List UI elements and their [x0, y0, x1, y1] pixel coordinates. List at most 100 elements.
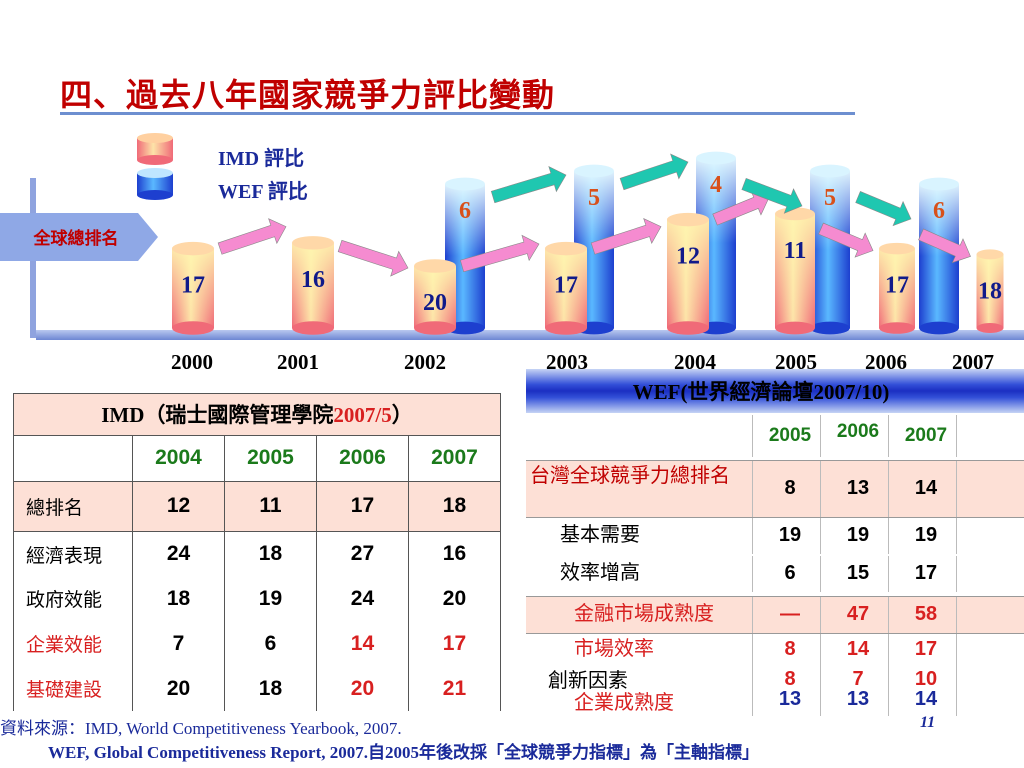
imd-row: 基礎建設 20 18 20 21 [13, 666, 502, 711]
wef-trend-arrow [619, 153, 689, 191]
imd-row-label: 基礎建設 [13, 666, 133, 711]
wef-finance-row-value: — [780, 603, 800, 625]
wef-market-row-label: 市場效率 [574, 638, 654, 660]
wef-business-row-label: 企業成熟度 [574, 692, 674, 714]
source-line-1: 資料來源：IMD, World Competitiveness Yearbook… [0, 719, 402, 738]
imd-title-end: ） [391, 403, 413, 428]
imd-row-value: 7 [132, 621, 225, 667]
imd-row-value: 21 [407, 666, 502, 711]
wef-basic-row-label: 基本需要 [560, 524, 640, 546]
wef-bar-label: 4 [710, 172, 722, 198]
year-label: 2000 [171, 350, 213, 374]
legend [137, 133, 173, 200]
wef-grid-line [820, 690, 821, 716]
chart-floor [36, 330, 1024, 340]
wef-header-row: 2005 2006 2007 [526, 415, 1024, 457]
imd-row-value: 20 [132, 666, 225, 711]
wef-grid-line [820, 415, 821, 457]
wef-year-header: 2005 [768, 425, 812, 446]
category-label: 全球總排名 [33, 228, 119, 249]
imd-row-label: 政府效能 [13, 576, 133, 622]
imd-title-year: 2007/5 [333, 403, 392, 428]
wef-grid-line [888, 415, 889, 457]
wef-finance-row-label: 金融市場成熟度 [574, 603, 714, 625]
imd-row-value: 18 [223, 531, 317, 577]
wef-trend-arrow [490, 166, 567, 204]
imd-year-header: 2007 [407, 434, 502, 482]
wef-bar [445, 177, 485, 335]
imd-bar-label: 18 [978, 278, 1002, 304]
imd-bar [976, 249, 1004, 333]
wef-market-row-value: 17 [914, 638, 938, 660]
imd-row-value: 20 [315, 666, 409, 711]
wef-grid-line [820, 518, 821, 554]
imd-trend-arrow [459, 234, 540, 273]
imd-year-header: 2005 [223, 434, 317, 482]
imd-bar [775, 207, 815, 335]
wef-grid-line [752, 690, 753, 716]
page-number: 11 [920, 714, 936, 731]
wef-grid-line [956, 634, 957, 668]
wef-business-row-value: 14 [914, 688, 938, 710]
wef-efficiency-row-value: 6 [784, 562, 796, 584]
wef-grid-line [956, 690, 957, 716]
imd-trend-arrow [217, 218, 287, 255]
imd-trend-arrow [337, 239, 409, 277]
imd-row-value: 18 [132, 576, 225, 622]
imd-header-blank [13, 434, 133, 482]
legend-wef-label: WEF 評比 [218, 181, 308, 203]
wef-business-row-value: 13 [778, 688, 802, 710]
imd-bar [292, 236, 334, 335]
bars-group: 6 5 4 5 6 17 16 20 17 12 11 17 18 [172, 151, 1004, 335]
imd-bar-label: 17 [885, 273, 909, 299]
imd-bar-label: 20 [423, 290, 447, 316]
wef-innovation-row-value: 8 [784, 668, 796, 690]
wef-efficiency-row: 效率增高 6 15 17 [526, 556, 1024, 592]
wef-market-row: 市場效率 8 14 17 [526, 634, 1024, 668]
wef-grid-line [752, 668, 753, 692]
imd-header-row: 2004 2005 2006 2007 [13, 434, 502, 482]
imd-bar [667, 212, 709, 335]
wef-innovation-row-value: 10 [914, 668, 938, 690]
imd-row: 經濟表現 24 18 27 16 [13, 531, 502, 577]
imd-row-value: 6 [223, 621, 317, 667]
imd-bar-label: 16 [301, 267, 325, 293]
wef-grid-line [820, 461, 821, 517]
wef-innovation-row-label: 創新因素 [548, 670, 628, 692]
category-flag: 全球總排名 [0, 213, 158, 261]
imd-row-value: 18 [223, 666, 317, 711]
wef-market-row-value: 8 [784, 638, 796, 660]
imd-bar [172, 241, 214, 335]
wef-grid-line [888, 634, 889, 668]
imd-total-value: 12 [132, 480, 225, 532]
imd-row-value: 27 [315, 531, 409, 577]
imd-trend-arrow [590, 217, 662, 255]
year-label: 2001 [277, 350, 319, 374]
imd-total-label: 總排名 [13, 480, 133, 532]
imd-title-text: IMD（瑞士國際管理學院 [101, 403, 334, 428]
wef-grid-line [888, 518, 889, 554]
imd-table: IMD（瑞士國際管理學院2007/5） 2004 2005 2006 2007 … [13, 393, 502, 711]
imd-row-value: 24 [315, 576, 409, 622]
imd-row-value: 14 [315, 621, 409, 667]
wef-grid-line [888, 597, 889, 633]
imd-trend-arrow [918, 228, 971, 264]
wef-bar-label: 5 [588, 185, 600, 211]
imd-bar [414, 259, 456, 335]
wef-total-row-value: 14 [914, 477, 938, 499]
wef-trend-arrow [855, 191, 912, 227]
imd-trend-arrow [712, 190, 770, 226]
wef-total-row: 台灣全球競爭力總排名 8 13 14 [526, 460, 1024, 518]
wef-innovation-row: 創新因素 8 7 10 [526, 668, 1024, 692]
title-underline [60, 112, 855, 115]
wef-grid-line [820, 668, 821, 692]
imd-row-value: 20 [407, 576, 502, 622]
imd-bar-label: 17 [181, 273, 205, 299]
imd-bar-label: 17 [554, 273, 578, 299]
wef-grid-line [888, 690, 889, 716]
legend-imd-swatch [137, 133, 173, 165]
source-line-2: WEF, Global Competitiveness Report, 2007… [48, 743, 760, 762]
legend-wef-swatch [137, 168, 173, 200]
wef-grid-line [956, 415, 957, 457]
imd-row-value: 19 [223, 576, 317, 622]
